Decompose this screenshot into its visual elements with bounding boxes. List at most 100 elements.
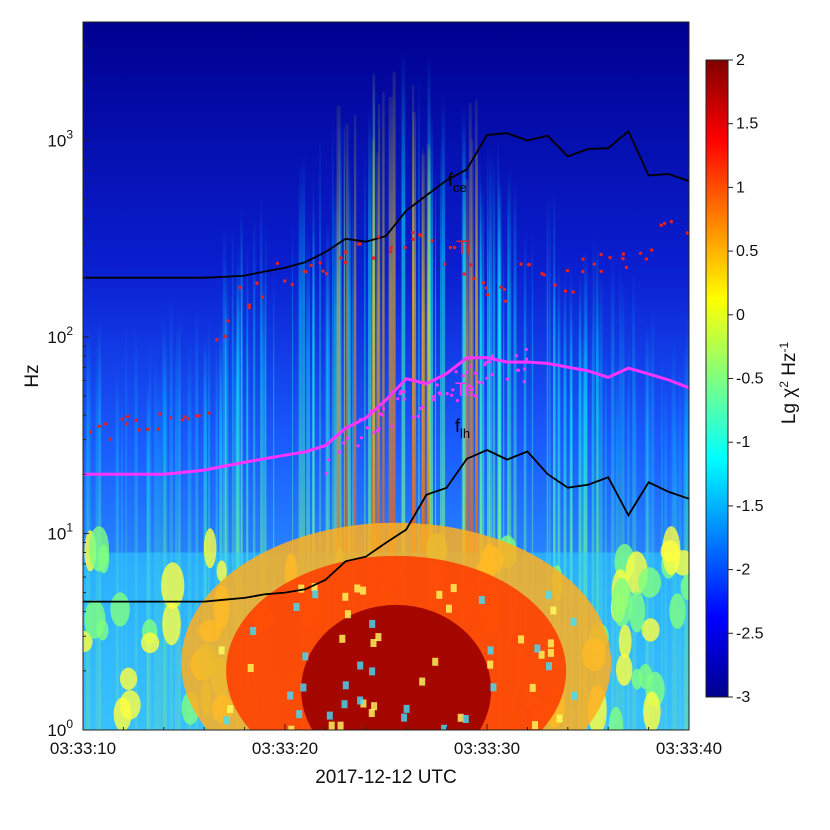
- ti-data-point: [565, 268, 570, 273]
- te-scatter-point: [461, 374, 465, 378]
- te-scatter-point: [396, 397, 400, 401]
- te-scatter-point: [490, 373, 494, 377]
- overlay-series: [83, 129, 689, 603]
- ti-data-point: [389, 246, 393, 250]
- spectrogram-streak: [219, 318, 223, 730]
- te-scatter-point: [438, 392, 442, 396]
- spectrogram-streak: [388, 96, 393, 730]
- spectrogram-streak: [628, 322, 630, 730]
- spectral-blob: [98, 544, 110, 574]
- ti-data-point: [318, 261, 322, 265]
- spectral-speck: [401, 713, 408, 722]
- spectrogram-streak: [479, 158, 481, 730]
- spectrogram-streak: [207, 320, 211, 730]
- colorbar-tick-label: -2.5: [736, 625, 764, 642]
- te-scatter-point: [445, 392, 449, 396]
- spectral-speck: [571, 691, 578, 700]
- ti-data-point: [403, 245, 407, 250]
- ti-data-point: [411, 237, 415, 241]
- spectral-blob: [618, 624, 632, 659]
- spectrogram-streak: [175, 317, 180, 730]
- spectral-speck: [403, 704, 410, 713]
- spectrogram-streak: [470, 139, 474, 730]
- ti-data-point: [343, 260, 347, 265]
- spectrogram-streak: [497, 136, 499, 730]
- spectral-speck: [478, 596, 485, 605]
- ti-data-point: [430, 239, 434, 243]
- spectrogram-streak: [125, 321, 127, 730]
- spectrogram-streak: [461, 104, 466, 730]
- ti-data-point: [215, 338, 219, 342]
- te-scatter-point: [524, 347, 528, 352]
- spectral-blob: [616, 653, 633, 686]
- spectrogram-streaks: [85, 51, 689, 730]
- spectrogram-streak: [441, 96, 446, 730]
- spectrogram-low-frequency-power: [83, 522, 689, 730]
- spectrogram-streak: [382, 91, 385, 730]
- ti-data-point: [180, 418, 184, 422]
- ti-data-point: [592, 262, 596, 266]
- spectrogram-streak: [234, 323, 237, 730]
- te-scatter-point: [450, 393, 454, 397]
- ti-data-point: [247, 305, 251, 310]
- fce-annotation: fce: [448, 170, 467, 195]
- te-scatter-point: [365, 426, 370, 430]
- spectral-speck: [570, 617, 577, 626]
- spectrogram-streak: [292, 217, 293, 730]
- spectrogram-streak: [327, 218, 330, 730]
- te-scatter-point: [477, 380, 481, 384]
- spectrogram-streak: [246, 239, 249, 730]
- ti-data-point: [502, 287, 507, 292]
- ti-data-point: [624, 265, 629, 270]
- power-region-darkred: [301, 604, 492, 730]
- ti-data-point: [484, 286, 488, 290]
- spectral-speck: [547, 648, 554, 657]
- spectrogram-streak: [632, 266, 635, 730]
- ti-data-point: [472, 276, 476, 281]
- spectral-blob: [203, 528, 217, 569]
- spectrogram-streak: [187, 341, 192, 730]
- spectrogram-streak: [650, 304, 655, 730]
- spectrogram-streak: [645, 316, 649, 730]
- te-scatter-point: [356, 444, 360, 448]
- spectrogram-streak: [325, 221, 328, 730]
- spectrogram-streak: [440, 141, 442, 730]
- spectrogram-streak: [134, 323, 137, 730]
- spectral-speck: [339, 634, 346, 643]
- spectral-blob: [110, 592, 130, 627]
- spectrogram-streak: [600, 269, 603, 730]
- spectrogram-streak: [231, 223, 234, 730]
- plot-frame: [82, 21, 690, 731]
- ti-data-point: [302, 269, 306, 273]
- spectrogram-streak: [364, 147, 366, 730]
- spectral-speck: [436, 590, 443, 599]
- ti-data-point: [255, 281, 259, 285]
- spectrogram-streak: [156, 374, 159, 730]
- spectral-blob: [119, 667, 138, 690]
- ti-data-point: [343, 250, 347, 254]
- te-scatter-point: [358, 417, 362, 422]
- ti-data-point: [553, 283, 557, 287]
- colorbar-label-main: Lg χ: [779, 388, 800, 424]
- spectral-speck: [326, 711, 333, 720]
- spectrogram-streak: [368, 106, 372, 730]
- spectrogram-streak: [174, 341, 177, 730]
- te-scatter-point: [342, 441, 346, 445]
- spectral-speck: [371, 702, 378, 711]
- spectral-speck: [293, 603, 300, 611]
- spectrogram-streak: [615, 351, 619, 730]
- colorbar-tick-label: 1.5: [736, 116, 758, 133]
- y-axis: 100 101 102 103: [47, 21, 89, 740]
- spectrogram-streak: [86, 328, 89, 730]
- te-scatter-point: [485, 376, 489, 380]
- spectrogram-streak: [595, 247, 598, 730]
- spectrogram-streak: [661, 344, 663, 730]
- spectrogram-streak: [412, 85, 415, 730]
- spectral-speck: [432, 657, 439, 666]
- spectrogram-streak: [339, 103, 342, 730]
- colorbar-tick-label: 0.5: [736, 243, 758, 260]
- ti-data-point: [260, 295, 265, 299]
- ti-annotation: Ti: [456, 238, 471, 259]
- spectrogram-streak: [553, 184, 556, 730]
